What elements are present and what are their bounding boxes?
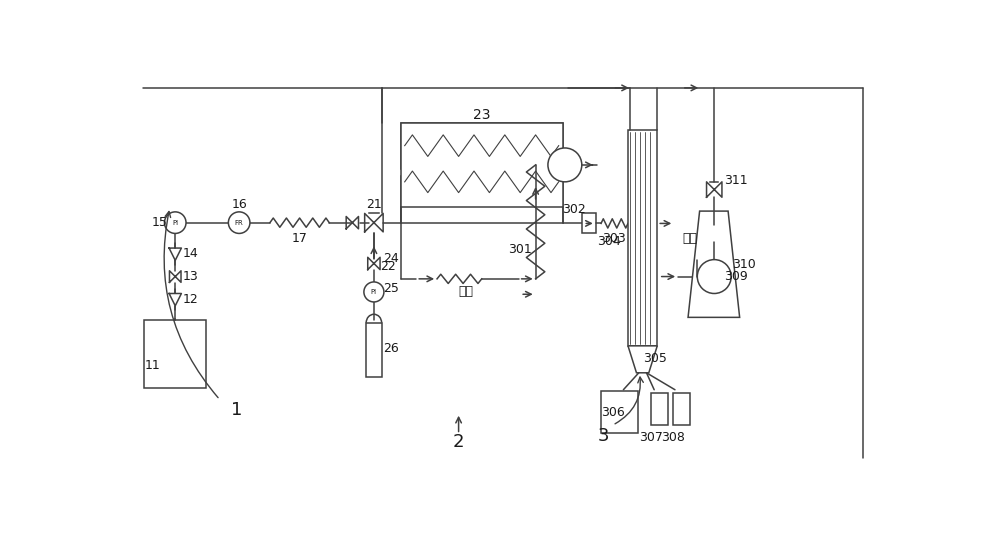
Polygon shape (688, 211, 740, 318)
Text: 304: 304 (597, 235, 621, 248)
Text: 13: 13 (183, 270, 199, 283)
Bar (144, 320, 206, 388)
Bar (366, 323, 382, 377)
Bar (628, 130, 657, 346)
Bar (601, 390, 638, 433)
Circle shape (548, 148, 582, 182)
Text: PI: PI (172, 220, 178, 226)
Polygon shape (628, 346, 657, 373)
Text: 16: 16 (231, 198, 247, 212)
Text: 23: 23 (473, 108, 490, 122)
Bar (651, 393, 668, 425)
Text: 出水: 出水 (682, 232, 697, 245)
Text: 24: 24 (383, 252, 399, 265)
Text: 310: 310 (732, 259, 755, 272)
Text: 26: 26 (383, 342, 399, 355)
Text: PI: PI (371, 289, 377, 295)
Text: 306: 306 (601, 406, 625, 420)
Circle shape (364, 282, 384, 302)
Text: 305: 305 (643, 353, 667, 366)
Bar (708, 225, 720, 242)
Text: 17: 17 (291, 232, 307, 245)
Text: 11: 11 (144, 359, 160, 372)
Bar (401, 123, 563, 207)
Bar (401, 177, 563, 222)
Bar (582, 213, 596, 233)
Circle shape (697, 260, 731, 294)
Text: 3: 3 (598, 427, 609, 445)
Text: 12: 12 (183, 293, 199, 306)
Text: 301: 301 (508, 243, 532, 256)
Text: 25: 25 (383, 281, 399, 295)
Text: 22: 22 (380, 260, 396, 273)
Text: 302: 302 (562, 203, 586, 216)
Bar (401, 123, 563, 169)
Text: 14: 14 (183, 247, 199, 260)
Text: 309: 309 (724, 270, 748, 283)
Text: 308: 308 (661, 431, 685, 444)
Text: 15: 15 (152, 216, 168, 229)
Bar (673, 393, 690, 425)
Text: 2: 2 (453, 433, 464, 451)
Text: 311: 311 (724, 174, 748, 187)
Text: 307: 307 (639, 431, 663, 444)
Text: 21: 21 (366, 198, 382, 212)
Circle shape (228, 212, 250, 233)
Circle shape (164, 212, 186, 233)
Text: 1: 1 (231, 401, 243, 418)
Text: FR: FR (235, 220, 244, 226)
Text: 303: 303 (602, 232, 626, 245)
Text: 进水: 进水 (459, 286, 474, 299)
